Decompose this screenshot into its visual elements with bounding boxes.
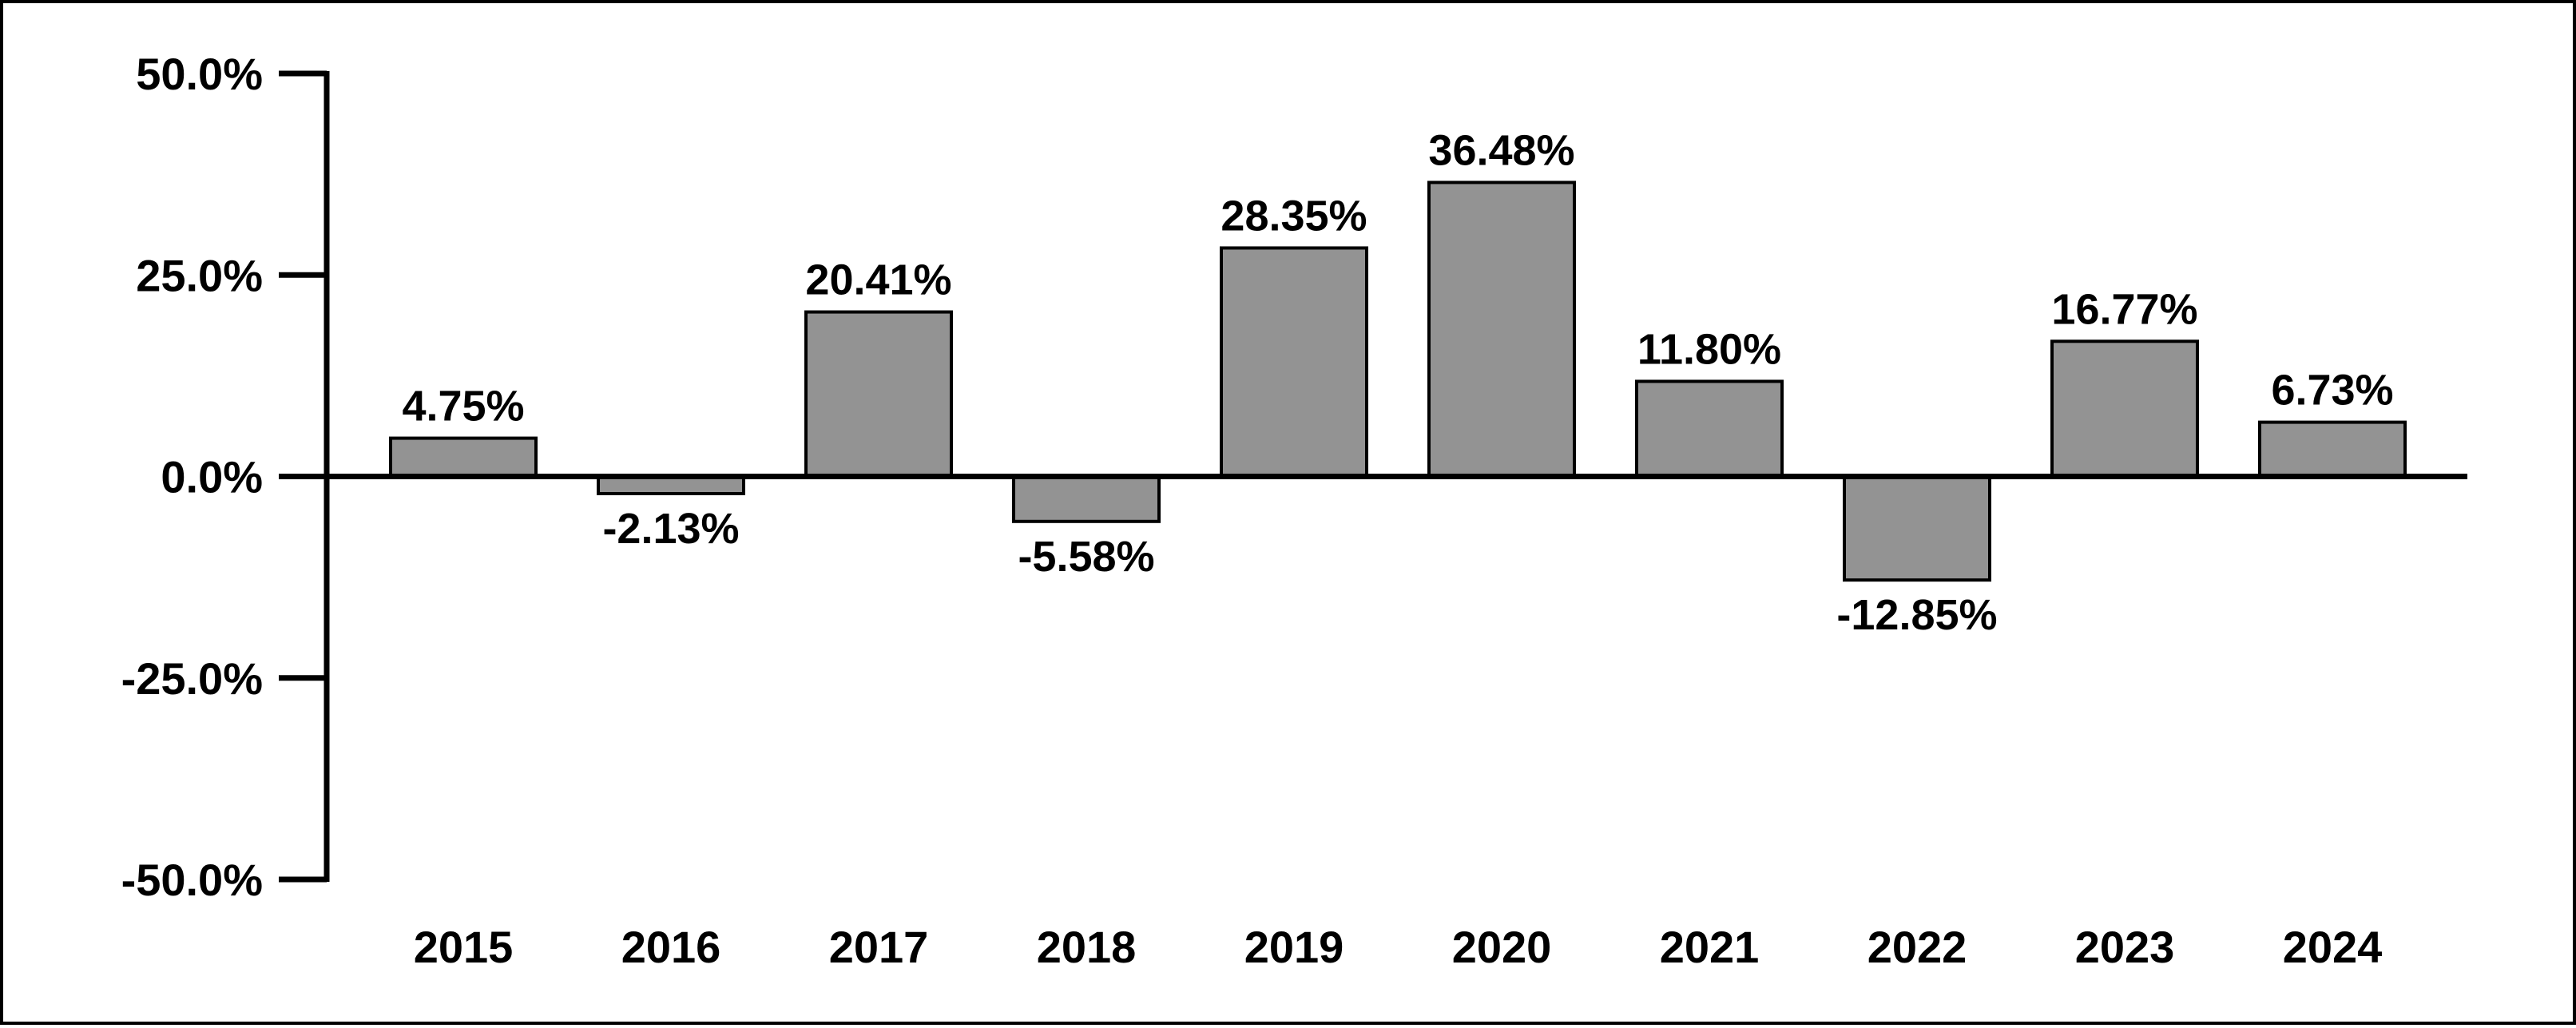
bar-value-label: -2.13% xyxy=(602,505,739,553)
y-tick-label: 0.0% xyxy=(161,452,263,502)
x-tick-label: 2017 xyxy=(829,922,929,972)
bar-2017 xyxy=(804,310,953,478)
x-tick-label: 2021 xyxy=(1660,922,1760,972)
bar-chart: 50.0% 25.0% 0.0% -25.0% -50.0% 4.75% -2.13% 20… xyxy=(121,49,2467,972)
bar-2019 xyxy=(1220,246,1368,478)
bar-value-label: 16.77% xyxy=(2051,285,2197,333)
x-tick-label: 2023 xyxy=(2075,922,2175,972)
bar-value-label: -12.85% xyxy=(1836,591,1997,639)
y-axis-ticks: 50.0% 25.0% 0.0% -25.0% -50.0% xyxy=(121,49,327,905)
bar-2021 xyxy=(1635,379,1784,478)
bar-2020 xyxy=(1427,181,1576,478)
x-tick-label: 2020 xyxy=(1452,922,1552,972)
bar-2023 xyxy=(2050,339,2199,478)
bar-2015 xyxy=(389,436,538,478)
bar-2018 xyxy=(1012,474,1161,523)
x-tick-label: 2018 xyxy=(1037,922,1137,972)
bars xyxy=(389,181,2407,582)
bar-value-label: 20.41% xyxy=(805,256,951,304)
bar-value-label: 28.35% xyxy=(1221,192,1367,240)
bar-value-label: 6.73% xyxy=(2271,367,2393,415)
x-axis-labels: 2015 2016 2017 2018 2019 2020 2021 2022 2023 2024 xyxy=(414,922,2383,972)
y-tick-label: -50.0% xyxy=(121,855,263,905)
bar-value-label: 36.48% xyxy=(1428,126,1574,174)
x-tick-label: 2019 xyxy=(1244,922,1344,972)
bar-value-label: 4.75% xyxy=(402,383,524,431)
y-tick-label: -25.0% xyxy=(121,653,263,704)
x-tick-label: 2022 xyxy=(1868,922,1967,972)
bar-value-label: 11.80% xyxy=(1637,325,1781,373)
bar-2024 xyxy=(2258,420,2407,478)
y-tick-label: 50.0% xyxy=(136,49,263,99)
x-tick-label: 2016 xyxy=(621,922,721,972)
x-tick-label: 2024 xyxy=(2283,922,2383,972)
y-tick-label: 25.0% xyxy=(136,250,263,300)
bar-2022 xyxy=(1843,474,1991,582)
x-tick-label: 2015 xyxy=(414,922,514,972)
bar-value-labels: 4.75% -2.13% 20.41% -5.58% 28.35% 36.48% 11.80… xyxy=(402,126,2393,639)
bar-value-label: -5.58% xyxy=(1018,533,1154,581)
